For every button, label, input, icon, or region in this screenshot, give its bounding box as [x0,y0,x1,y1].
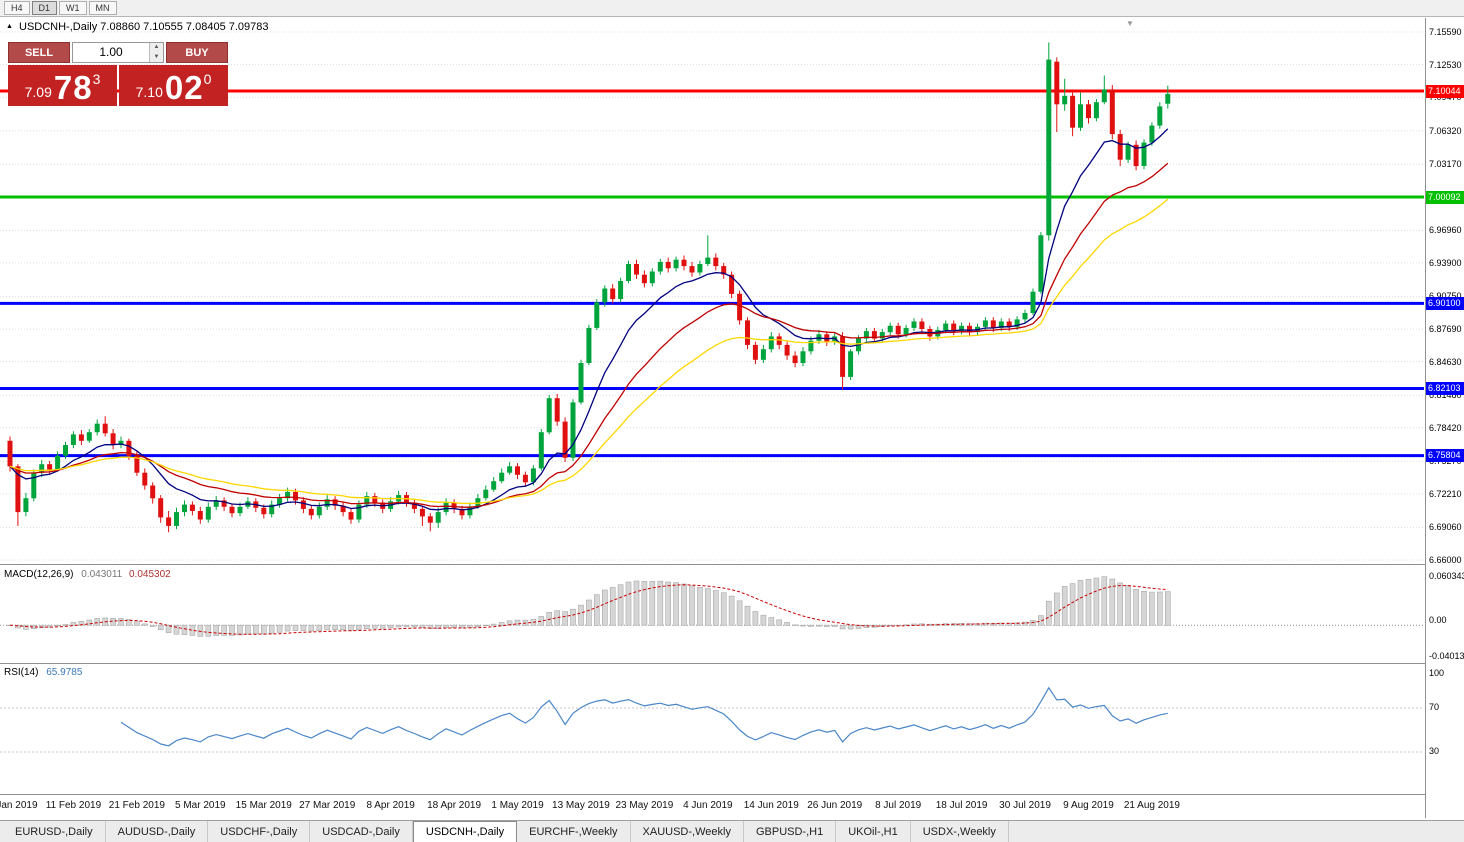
date-label: 21 Aug 2019 [1123,800,1180,811]
price-tick-label: 6.90750 [1429,291,1462,301]
pane-splitter[interactable] [0,663,1464,664]
buy-price-big-digits: 02 [164,69,204,106]
date-label: 30 Jul 2019 [999,800,1051,811]
chart-tab-eurchf-weekly[interactable]: EURCHF-,Weekly [517,821,631,842]
rsi-indicator-pane[interactable] [0,665,1424,793]
timeframe-toolbar: H4 D1 W1 MN [0,0,1464,17]
date-label: 8 Apr 2019 [366,800,415,811]
macd-scale-top: 0.060343 [1429,571,1464,581]
macd-indicator-pane[interactable] [0,566,1424,662]
rsi-value: 65.9785 [46,667,83,678]
date-label: 11 Feb 2019 [45,800,102,811]
buy-price-pip-digit: 0 [203,71,212,87]
price-tick-label: 6.93900 [1429,257,1462,268]
chart-tab-usdcnh-daily[interactable]: USDCNH-,Daily [412,821,518,842]
price-level-tag: 6.82103 [1426,382,1464,396]
chart-tab-bar: EURUSD-,Daily AUDUSD-,Daily USDCHF-,Daily U… [0,820,1464,842]
price-level-tag: 7.10044 [1426,84,1464,98]
date-label: 30 Jan 2019 [0,800,38,811]
main-price-chart[interactable] [0,18,1424,564]
date-label: 1 May 2019 [491,800,544,811]
macd-value: 0.043011 [81,569,123,580]
price-tick-label: 7.15590 [1429,27,1462,37]
price-tick-label: 6.78420 [1429,422,1462,433]
date-label: 23 May 2019 [615,800,674,811]
date-axis[interactable]: 30 Jan 2019 11 Feb 2019 21 Feb 2019 5 Mar 2… [0,797,1424,817]
price-tick-label: 7.03170 [1429,159,1462,170]
rsi-scale-70: 70 [1429,702,1440,712]
buy-price-prefix: 7.10 [135,84,163,100]
macd-signal-value: 0.045302 [129,569,171,580]
price-scale[interactable]: 0.060343 0.00 -0.040136 100 70 30 7.1559… [1425,18,1464,818]
macd-scale-bottom: -0.040136 [1429,651,1464,661]
chart-symbol: USDCNH-,Daily [19,21,98,33]
timeframe-button-d1[interactable]: D1 [31,1,58,15]
rsi-name: RSI(14) [4,667,39,678]
macd-label: MACD(12,26,9) 0.043011 0.045302 [4,569,171,580]
chart-title: ▲ USDCNH-,Daily 7.08860 7.10555 7.08405 … [6,21,269,33]
date-label: 4 Jun 2019 [683,800,733,811]
sell-price-pip-digit: 3 [92,71,101,87]
macd-name: MACD(12,26,9) [4,569,74,580]
sell-price-big-digits: 78 [53,69,93,106]
chart-tab-eurusd-daily[interactable]: EURUSD-,Daily [3,821,106,842]
price-tick-label: 6.87690 [1429,324,1462,335]
volume-stepper[interactable]: 1.00 ▲ ▼ [72,42,164,63]
volume-increase-icon[interactable]: ▲ [150,43,163,53]
timeframe-button-mn[interactable]: MN [88,1,117,15]
price-tick-label: 7.06320 [1429,125,1462,136]
date-label: 27 Mar 2019 [299,800,356,811]
date-label: 18 Apr 2019 [427,800,482,811]
chart-shift-marker-icon: ▼ [1126,19,1134,28]
buy-button[interactable]: BUY [166,42,228,63]
price-tick-label: 6.66000 [1429,555,1462,565]
chart-tab-usdchf-daily[interactable]: USDCHF-,Daily [208,821,311,842]
price-tick-label: 6.69060 [1429,522,1462,533]
pane-splitter[interactable] [0,794,1464,795]
price-tick-label: 6.72210 [1429,488,1462,499]
date-label: 18 Jul 2019 [935,800,988,811]
price-level-tag: 7.00092 [1426,190,1464,204]
chart-tab-ukoil-h1[interactable]: UKOil-,H1 [836,821,911,842]
macd-scale-zero: 0.00 [1429,615,1447,625]
price-tick-label: 6.81480 [1429,390,1462,401]
panel-toggle-icon[interactable]: ▲ [6,23,13,30]
rsi-scale-30: 30 [1429,746,1440,756]
date-label: 15 Mar 2019 [235,800,292,811]
chart-tab-gbpusd-h1[interactable]: GBPUSD-,H1 [744,821,837,842]
pane-splitter[interactable] [0,564,1464,565]
price-tick-label: 6.96960 [1429,225,1462,236]
price-level-tag: 6.75804 [1426,449,1464,463]
date-label: 14 Jun 2019 [743,800,799,811]
chart-tab-xauusd-weekly[interactable]: XAUUSD-,Weekly [631,821,744,842]
price-level-tag: 6.90100 [1426,296,1464,310]
sell-price-display[interactable]: 7.09 78 3 [8,65,117,106]
date-label: 9 Aug 2019 [1063,800,1114,811]
date-label: 8 Jul 2019 [875,800,922,811]
chart-ohlc-values: 7.08860 7.10555 7.08405 7.09783 [100,21,269,33]
price-tick-label: 6.84630 [1429,356,1462,367]
one-click-trading-panel: SELL 1.00 ▲ ▼ BUY 7.09 78 3 7.10 [8,42,230,106]
price-tick-label: 7.12530 [1429,59,1462,70]
date-label: 21 Feb 2019 [108,800,165,811]
chart-tab-usdx-weekly[interactable]: USDX-,Weekly [911,821,1009,842]
volume-value[interactable]: 1.00 [99,45,123,59]
sell-button[interactable]: SELL [8,42,70,63]
rsi-scale-100: 100 [1429,668,1445,678]
timeframe-button-w1[interactable]: W1 [59,1,87,15]
chart-tab-audusd-daily[interactable]: AUDUSD-,Daily [106,821,209,842]
volume-decrease-icon[interactable]: ▼ [150,52,163,62]
sell-price-prefix: 7.09 [24,84,52,100]
timeframe-button-h4[interactable]: H4 [4,1,30,15]
buy-price-display[interactable]: 7.10 02 0 [119,65,228,106]
rsi-label: RSI(14) 65.9785 [4,667,82,678]
date-label: 13 May 2019 [552,800,610,811]
chart-tab-usdcad-daily[interactable]: USDCAD-,Daily [310,821,413,842]
date-label: 26 Jun 2019 [807,800,863,811]
date-label: 5 Mar 2019 [175,800,226,811]
chart-area: ▲ USDCNH-,Daily 7.08860 7.10555 7.08405 … [0,18,1464,818]
